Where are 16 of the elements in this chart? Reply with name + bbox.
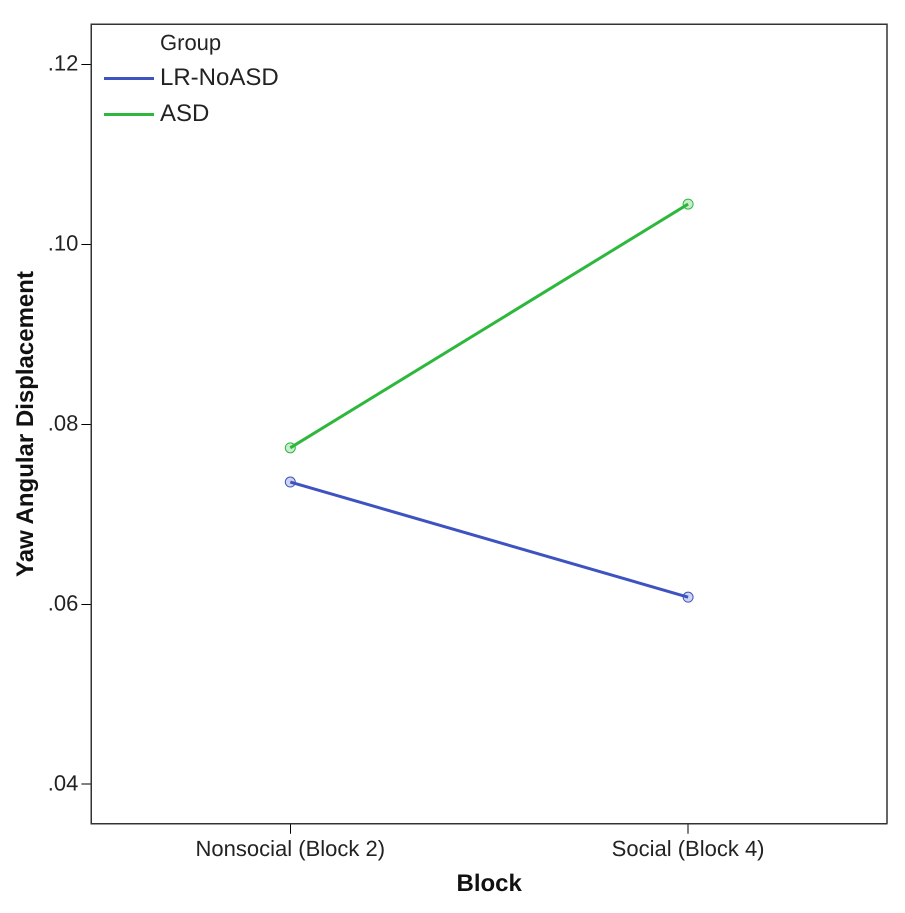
point: [682, 592, 694, 603]
y-tick-label: .12: [48, 50, 78, 76]
point: [284, 442, 296, 454]
legend-label: LR-NoASD: [160, 64, 279, 92]
y-tick-label: .10: [48, 230, 78, 256]
x-tick-label: Nonsocial (Block 2): [196, 836, 386, 862]
y-tick-label: .06: [48, 590, 78, 616]
y-axis-title: Yaw Angular Displacement: [12, 271, 40, 577]
point: [284, 476, 296, 488]
x-axis-title: Block: [456, 870, 523, 898]
y-tick-label: .04: [48, 770, 78, 796]
point: [682, 198, 694, 210]
x-tick-label: Social (Block 4): [612, 836, 765, 862]
y-tick-label: .08: [48, 410, 78, 436]
legend-title: Group: [160, 30, 222, 56]
legend-label: ASD: [160, 100, 210, 128]
